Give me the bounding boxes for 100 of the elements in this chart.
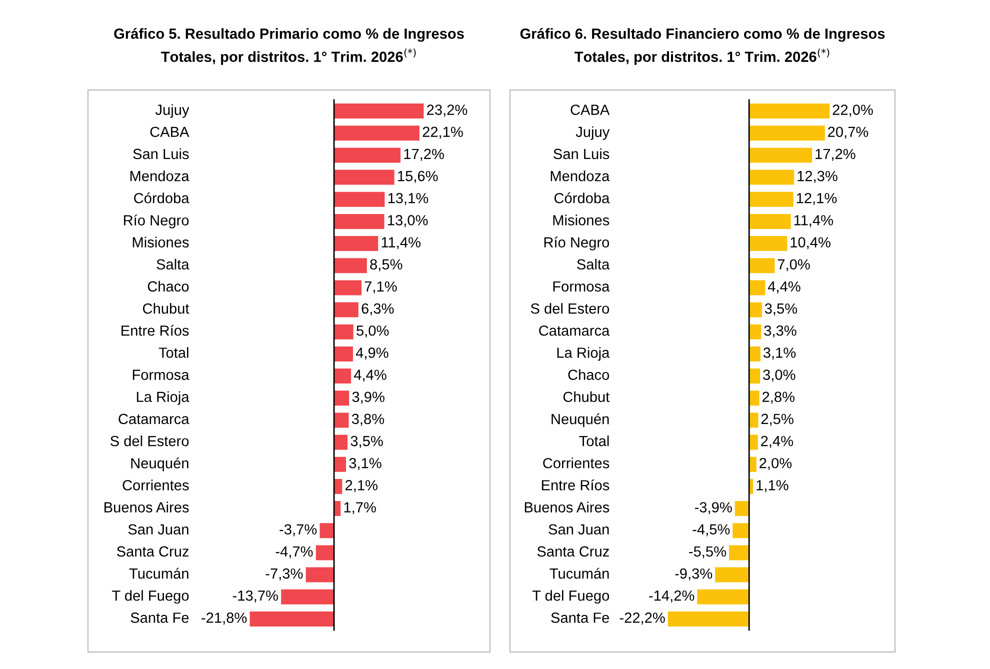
bar xyxy=(749,346,760,362)
y-tick-label: Formosa xyxy=(553,281,610,292)
data-label: 2,5% xyxy=(761,414,794,426)
data-label: -5,5% xyxy=(689,546,726,558)
y-tick-label: CABA xyxy=(150,126,190,138)
data-label: -3,7% xyxy=(280,524,317,536)
bar xyxy=(334,192,385,207)
y-tick-label: Chaco xyxy=(148,280,189,292)
bar xyxy=(334,412,349,428)
data-label: 3,5% xyxy=(350,436,383,448)
data-label: 2,0% xyxy=(760,458,792,470)
data-label: 3,1% xyxy=(763,348,796,360)
y-tick-label: Tucumán xyxy=(550,568,609,579)
y-tick-label: Formosa xyxy=(132,370,190,380)
bar xyxy=(749,214,791,229)
data-label: -22,2% xyxy=(620,612,665,625)
data-label: 22,1% xyxy=(422,126,463,139)
bar xyxy=(334,390,350,406)
y-tick-label: Corrientes xyxy=(543,458,610,468)
data-label: 2,4% xyxy=(761,436,794,448)
y-tick-label: Mendoza xyxy=(130,170,190,182)
y-tick-label: Entre Ríos xyxy=(542,479,610,490)
data-label: 17,2% xyxy=(404,148,444,161)
y-tick-label: San Luis xyxy=(133,148,189,160)
data-label: -4,7% xyxy=(276,546,313,558)
data-label: 3,3% xyxy=(764,325,796,338)
y-tick-label: San Luis xyxy=(554,148,610,160)
y-tick-label: Santa Cruz xyxy=(537,546,609,557)
data-label: 6,3% xyxy=(362,303,394,316)
y-tick-label: Buenos Aires xyxy=(524,502,610,512)
data-label: 7,1% xyxy=(364,281,397,294)
bar xyxy=(697,589,750,604)
bar xyxy=(320,523,334,538)
y-tick-label: Buenos Aires xyxy=(104,502,189,512)
data-label: 17,2% xyxy=(816,148,856,161)
bar xyxy=(732,523,750,538)
bar xyxy=(250,611,334,626)
y-tick-label: Chubut xyxy=(142,302,190,314)
data-label: 3,9% xyxy=(352,392,384,404)
data-label: -14,2% xyxy=(649,590,694,603)
y-tick-label: Entre Ríos xyxy=(122,324,189,336)
bar xyxy=(334,148,401,163)
data-label: -4,5% xyxy=(692,524,730,536)
y-tick-label: Misiones xyxy=(553,214,610,226)
data-label: 3,8% xyxy=(352,414,384,426)
bar xyxy=(749,412,758,428)
data-label: 20,7% xyxy=(828,126,868,139)
bar xyxy=(668,611,750,626)
bar xyxy=(334,346,353,362)
y-tick-label: Córdoba xyxy=(554,192,610,204)
data-label: 3,1% xyxy=(349,458,382,470)
y-tick-label: Misiones xyxy=(132,236,189,248)
bar xyxy=(715,567,750,582)
bar xyxy=(334,456,346,472)
data-label: -7,3% xyxy=(266,568,303,580)
y-tick-label: Santa Cruz xyxy=(116,546,189,557)
bar xyxy=(749,170,794,185)
data-label: 1,7% xyxy=(344,502,376,514)
bar xyxy=(749,104,830,119)
data-label: 4,4% xyxy=(354,370,386,382)
data-label: 4,9% xyxy=(356,348,388,360)
y-tick-label: Tucumán xyxy=(129,568,188,579)
y-tick-label: Santa Fe xyxy=(551,612,610,623)
data-label: 10,4% xyxy=(790,237,830,250)
data-label: 11,4% xyxy=(794,215,834,228)
bar xyxy=(749,280,766,296)
y-tick-label: Catamarca xyxy=(118,414,190,424)
bar xyxy=(749,126,825,141)
data-label: -13,7% xyxy=(232,590,278,603)
bar xyxy=(334,236,378,252)
y-tick-label: Jujuy xyxy=(155,104,190,118)
chart-title: Gráfico 5. Resultado Primario como % de Ingresos Totales, por distritos. 1° Trim. 2026$^{(*)}$ xyxy=(114,28,464,65)
bar xyxy=(334,501,341,516)
data-label: 15,6% xyxy=(398,170,438,183)
y-tick-label: T del Fuego xyxy=(112,590,189,604)
bar xyxy=(334,258,367,274)
data-label: 4,4% xyxy=(768,281,800,294)
bar xyxy=(334,126,420,141)
y-tick-label: Chubut xyxy=(563,391,610,402)
data-label: 13,1% xyxy=(388,192,428,206)
bar xyxy=(334,170,394,185)
bar xyxy=(334,214,384,229)
data-label: 5,0% xyxy=(356,325,389,338)
bar xyxy=(749,148,812,163)
data-label: 3,0% xyxy=(763,370,796,382)
y-tick-label: Corrientes xyxy=(122,480,189,490)
y-tick-label: Jujuy xyxy=(576,126,610,140)
y-tick-label: S del Estero xyxy=(110,435,189,446)
y-tick-label: Salta xyxy=(577,258,610,270)
y-tick-label: Catamarca xyxy=(539,325,610,336)
y-tick-label: Río Negro xyxy=(124,214,189,228)
data-label: 12,3% xyxy=(798,170,838,183)
data-label: 13,0% xyxy=(388,215,428,228)
bar xyxy=(749,368,760,384)
bar xyxy=(334,478,342,494)
bar xyxy=(749,258,775,274)
data-label: -9,3% xyxy=(675,568,712,580)
bar xyxy=(334,104,424,119)
bar xyxy=(334,302,358,318)
bar xyxy=(749,192,794,207)
